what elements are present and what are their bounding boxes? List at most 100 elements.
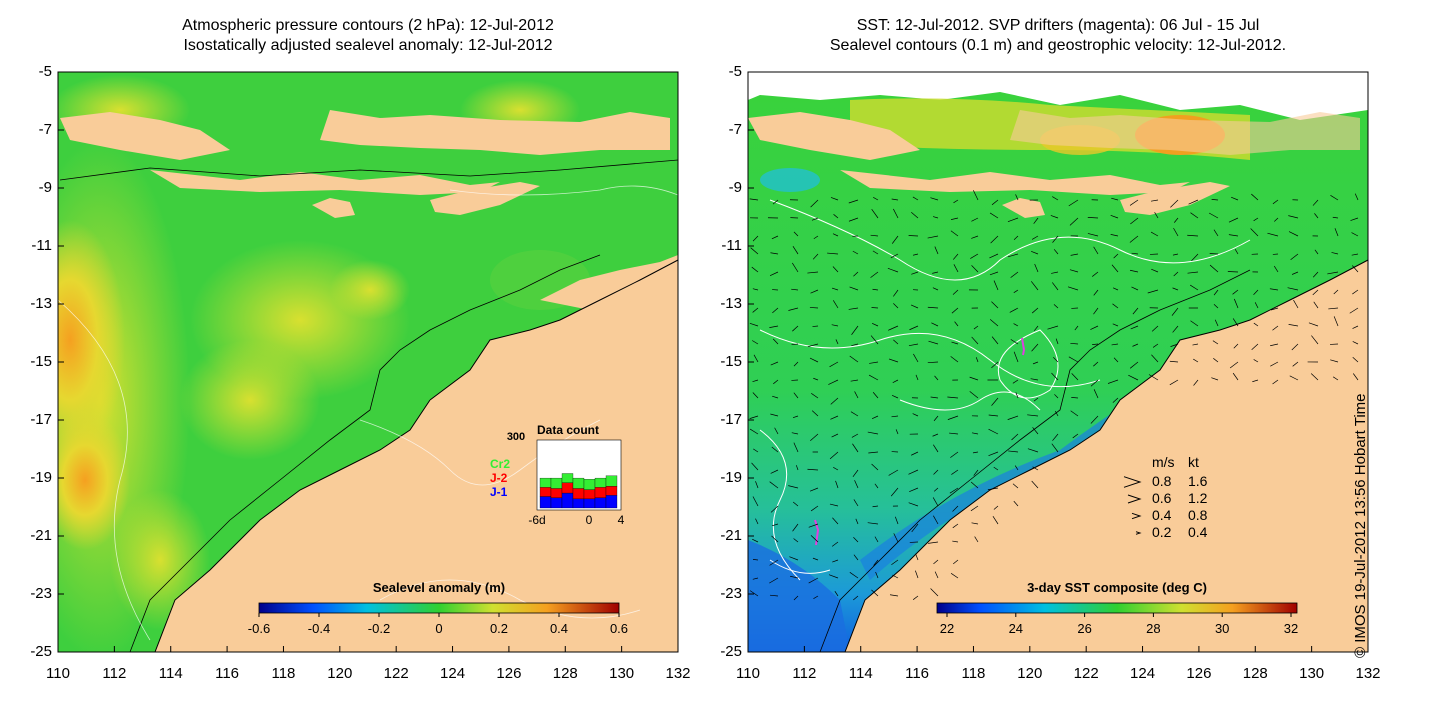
data-count-title: Data count (537, 423, 599, 437)
velocity-arrow (769, 325, 779, 328)
velocity-arrow (872, 392, 879, 399)
velocity-arrow (808, 523, 819, 528)
velocity-arrow (913, 353, 919, 363)
velocity-arrow (1069, 269, 1079, 273)
velocity-arrow (1352, 289, 1359, 295)
velocity-arrow (752, 340, 759, 345)
velocity-arrow (1270, 361, 1279, 367)
velocity-arrow (792, 325, 799, 332)
velocity-arrow (1351, 253, 1359, 256)
velocity-arrow (771, 235, 779, 240)
velocity-arrow (1229, 361, 1239, 369)
lon-tick-label: 128 (552, 665, 578, 682)
velocity-arrow (1093, 246, 1099, 255)
velocity-arrow (812, 253, 819, 260)
lat-tick-label: -19 (720, 469, 742, 486)
lat-tick-label: -9 (728, 179, 742, 196)
velocity-arrow (891, 415, 899, 418)
velocity-arrow (1074, 325, 1079, 331)
lon-tick-label: 116 (905, 665, 930, 682)
velocity-arrow (1253, 289, 1259, 296)
lat-tick-label: -25 (30, 643, 52, 660)
velocity-arrow (1270, 307, 1279, 311)
velocity-arrow (1352, 325, 1359, 329)
velocity-arrow (1232, 372, 1239, 381)
velocity-arrow (1014, 465, 1019, 471)
velocity-arrow (1090, 415, 1099, 424)
data-count-xtick: -6d (528, 513, 545, 527)
velocity-arrow (1333, 316, 1339, 327)
velocity-arrow (1113, 253, 1119, 259)
velocity-arrow (912, 253, 919, 256)
velocity-arrow (811, 410, 819, 417)
velocity-arrow (950, 217, 959, 220)
velocity-arrow (991, 361, 999, 369)
velocity-arrow (1068, 199, 1079, 207)
velocity-arrow (1330, 195, 1339, 201)
lon-tick-label: 114 (848, 665, 873, 682)
velocity-arrow (1289, 375, 1299, 381)
velocity-arrow (952, 253, 959, 260)
velocity-arrow (1031, 235, 1039, 240)
velocity-arrow (1312, 199, 1319, 206)
velocity-arrow (813, 235, 819, 240)
velocity-arrow (908, 469, 919, 475)
data-count-bar-segment (605, 495, 618, 509)
drifter-track (1021, 337, 1026, 356)
colorbar-tick-label: 0 (435, 621, 442, 636)
velocity-arrow (1270, 343, 1279, 347)
velocity-arrow (853, 554, 859, 561)
data-count-legend-entry: Cr2 (490, 457, 510, 471)
velocity-arrow (1087, 217, 1099, 219)
velocity-arrow (1067, 286, 1079, 291)
lat-tick-label: -9 (38, 179, 52, 196)
velocity-arrow (774, 427, 779, 435)
velocity-arrow (1169, 379, 1179, 386)
lat-tick-label: -25 (720, 643, 742, 660)
velocity-arrow (952, 289, 959, 295)
velocity-arrow (1052, 196, 1059, 201)
velocity-arrow (1052, 235, 1059, 243)
velocity-arrow (772, 307, 779, 314)
data-count-bar-segment (561, 482, 574, 494)
velocity-arrow (848, 217, 859, 222)
velocity-arrow (990, 235, 999, 244)
velocity-arrow (1292, 361, 1299, 367)
velocity-arrow (953, 264, 959, 273)
velocity-arrow (1050, 215, 1059, 219)
velocity-arrow (874, 483, 879, 489)
velocity-arrow (812, 557, 819, 561)
velocity-arrow (1250, 228, 1259, 237)
velocity-arrow (769, 271, 779, 277)
velocity-arrow (934, 246, 939, 255)
velocity-arrow (1232, 289, 1239, 295)
velocity-arrow (970, 505, 979, 512)
velocity-arrow (872, 250, 879, 255)
velocity-arrow (813, 377, 819, 381)
velocity-arrow (912, 196, 919, 201)
velocity-arrow (950, 230, 959, 237)
velocity-arrow (1328, 307, 1339, 310)
velocity-arrow (932, 216, 939, 219)
velocity-arrow (1054, 394, 1059, 399)
velocity-arrow (890, 253, 899, 259)
velocity-arrow (1193, 358, 1199, 363)
velocity-legend-ms: 0.2 (1152, 524, 1172, 540)
velocity-arrow (1272, 379, 1279, 385)
velocity-arrow (1011, 433, 1019, 441)
velocity-arrow (1051, 443, 1059, 453)
velocity-legend-arrow (1123, 476, 1142, 488)
velocity-arrow (807, 343, 819, 348)
velocity-arrow (1150, 199, 1159, 202)
data-count-bar-segment (572, 477, 585, 489)
sealevel-anomaly-map (58, 72, 678, 652)
velocity-arrow (835, 480, 839, 489)
velocity-arrow (1213, 289, 1219, 296)
velocity-arrow (1352, 356, 1359, 363)
velocity-arrow (1032, 466, 1039, 471)
lon-tick-label: 122 (1073, 665, 1099, 682)
data-count-bar-segment (594, 497, 607, 509)
velocity-arrow (1291, 343, 1299, 351)
lon-tick-label: 116 (215, 665, 240, 682)
